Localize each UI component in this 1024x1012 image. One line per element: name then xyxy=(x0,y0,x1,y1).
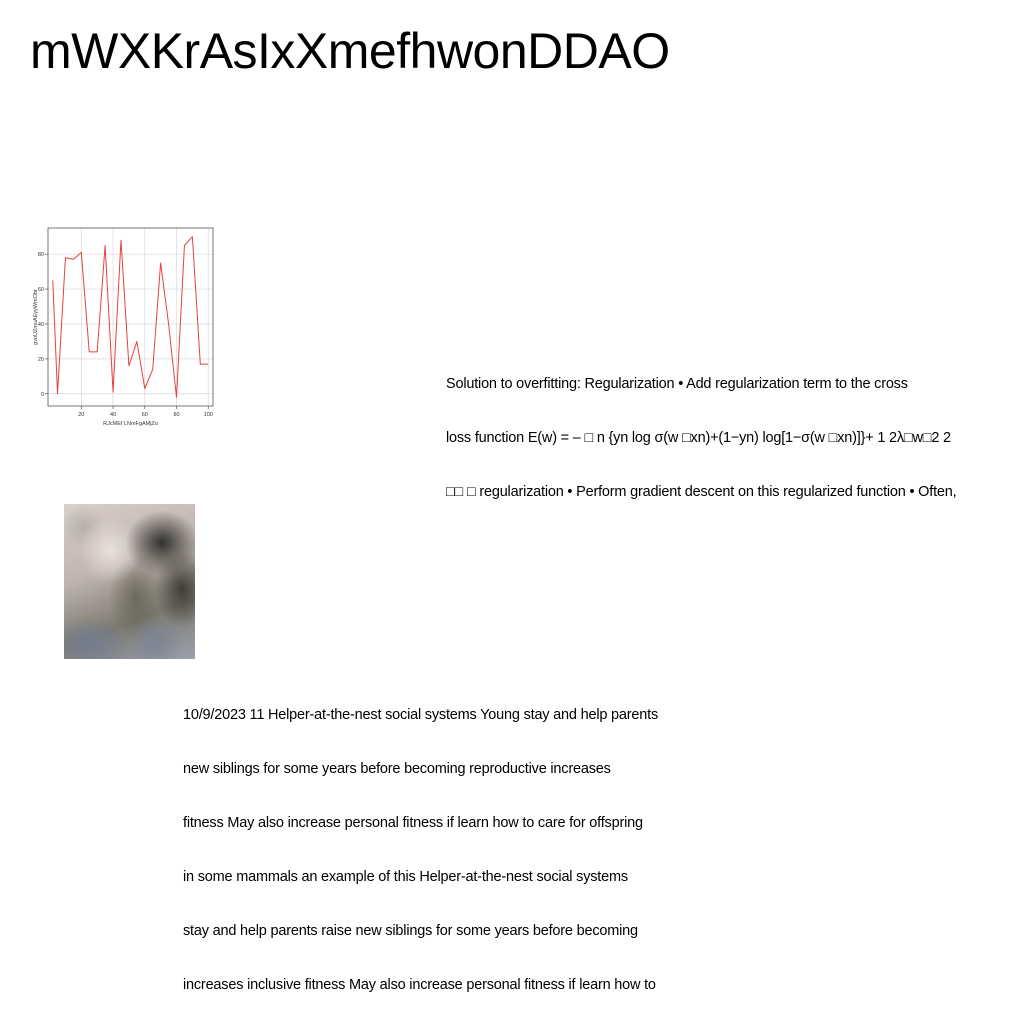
x-axis-label: RJcMEf LNmFgAMjZu xyxy=(103,421,158,427)
series-line xyxy=(52,236,209,398)
y-tick-label: 20 xyxy=(38,357,44,363)
text-line: 10/9/2023 11 Helper-at-the-nest social s… xyxy=(183,707,659,723)
y-tick-label: 80 xyxy=(38,252,44,258)
x-tick-label: 40 xyxy=(110,412,116,418)
text-line: in some mammals an example of this Helpe… xyxy=(183,869,628,885)
x-tick-label: 80 xyxy=(173,412,179,418)
page-title: mWXKrAsIxXmefhwonDDAO xyxy=(30,23,670,79)
x-tick-label: 60 xyxy=(142,412,148,418)
text-line: □□ □ regularization • Perform gradient d… xyxy=(446,484,957,500)
helper-at-the-nest-text-block: 10/9/2023 11 Helper-at-the-nest social s… xyxy=(183,670,783,1012)
text-line: stay and help parents raise new siblings… xyxy=(183,923,638,939)
text-line: Solution to overfitting: Regularization … xyxy=(446,376,908,392)
x-tick-label: 100 xyxy=(204,412,213,418)
cloud-photo xyxy=(64,504,195,659)
y-tick-label: 60 xyxy=(38,287,44,293)
x-tick-label: 20 xyxy=(78,412,84,418)
text-line: new siblings for some years before becom… xyxy=(183,761,611,777)
regularization-text-block: Solution to overfitting: Regularization … xyxy=(446,339,1024,519)
y-tick-label: 40 xyxy=(38,322,44,328)
plot-frame xyxy=(47,227,214,407)
line-chart: 20 40 60 80 100 0 20 40 60 80 RJcMEf LNmFgAMjZu gvo… xyxy=(30,222,220,432)
y-tick-label: 0 xyxy=(41,392,44,398)
text-line: increases inclusive fitness May also inc… xyxy=(183,977,656,993)
y-axis-label: gvoUZmuAEyyWmObr xyxy=(33,289,39,345)
line-chart-svg: 20 40 60 80 100 0 20 40 60 80 RJcMEf LNmFgAMjZu gvo… xyxy=(33,227,214,427)
text-line: fitness May also increase personal fitne… xyxy=(183,815,643,831)
text-line: loss function E(w) = – □ n {yn log σ(w □… xyxy=(446,430,951,446)
